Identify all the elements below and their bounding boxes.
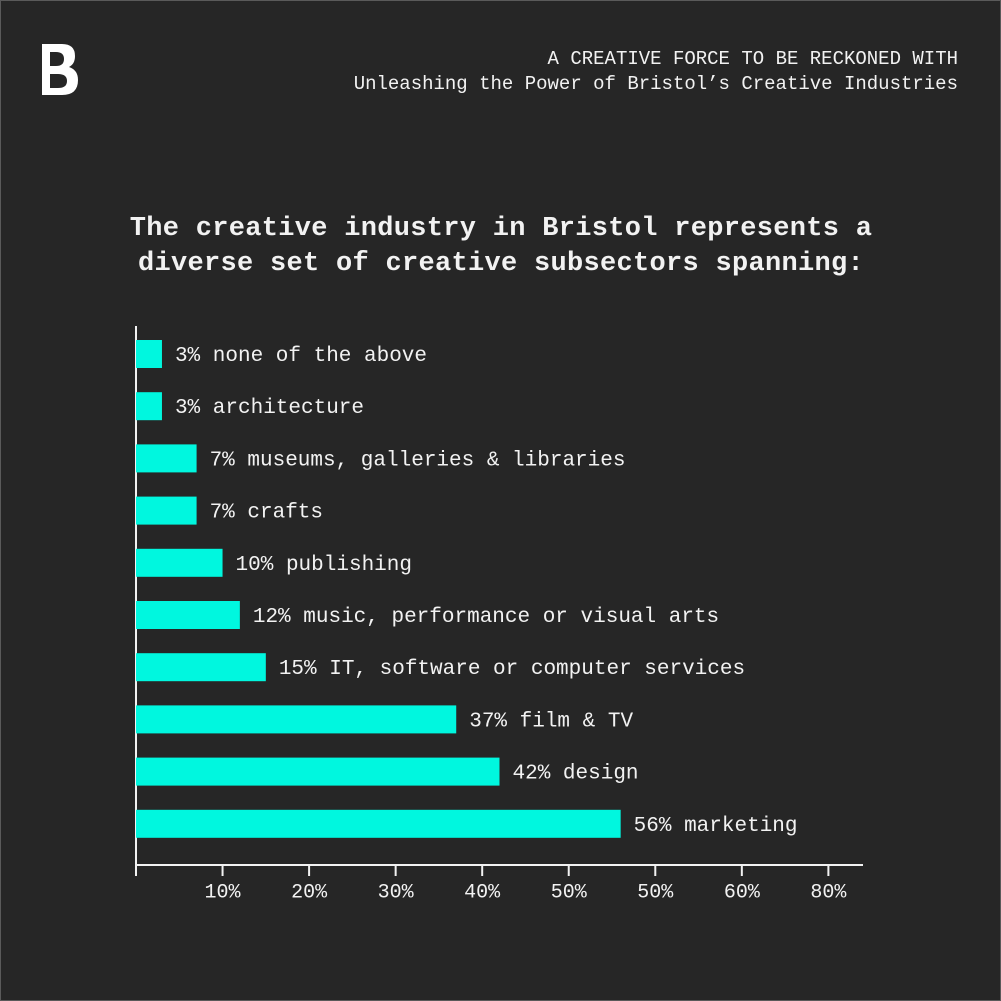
bar [136, 653, 266, 682]
value-label: 12% [253, 606, 291, 629]
bar [136, 496, 197, 525]
subtitle: Unleashing the Power of Bristol’s Creati… [353, 73, 958, 95]
value-label: 3% [175, 397, 201, 420]
category-label: architecture [213, 397, 364, 420]
bar [136, 705, 457, 734]
bar-label: 56% marketing [634, 814, 798, 837]
x-tick-label: 60% [724, 881, 761, 904]
bar-label: 10% publishing [236, 553, 412, 576]
x-tick-label: 30% [378, 881, 415, 904]
value-label: 56% [634, 814, 672, 837]
value-label: 42% [513, 762, 551, 785]
category-label: design [563, 762, 639, 785]
x-tick-label: 20% [291, 881, 328, 904]
value-label: 7% [210, 449, 236, 472]
x-tick-label: 40% [464, 881, 501, 904]
bar [136, 548, 223, 577]
bar-label: 37% film & TV [469, 710, 633, 733]
category-label: marketing [684, 814, 797, 837]
value-label: 10% [236, 553, 274, 576]
category-label: museums, galleries & libraries [247, 449, 625, 472]
category-label: none of the above [213, 345, 427, 368]
bar-label: 7% museums, galleries & libraries [210, 449, 626, 472]
x-tick-label: 10% [205, 881, 242, 904]
bar-label: 3% none of the above [175, 345, 427, 368]
x-tick-label: 50% [551, 881, 588, 904]
category-label: IT, software or computer services [329, 658, 745, 681]
bar-label: 7% crafts [210, 501, 323, 524]
value-label: 3% [175, 345, 201, 368]
bar-label: 42% design [513, 762, 639, 785]
bar [136, 757, 500, 786]
kicker: A CREATIVE FORCE TO BE RECKONED WITH [547, 48, 958, 70]
bar [136, 340, 162, 368]
bar [136, 809, 621, 838]
bar [136, 392, 162, 421]
category-label: music, performance or visual arts [303, 606, 719, 629]
value-label: 37% [469, 710, 507, 733]
bar-label: 12% music, performance or visual arts [253, 606, 719, 629]
x-tick-label: 50% [637, 881, 674, 904]
x-tick-label: 80% [810, 881, 847, 904]
bar [136, 601, 240, 629]
value-label: 15% [279, 658, 317, 681]
category-label: film & TV [520, 710, 634, 733]
logo [42, 44, 78, 95]
value-label: 7% [210, 501, 236, 524]
bar-label: 15% IT, software or computer services [279, 658, 745, 681]
bar-label: 3% architecture [175, 397, 364, 420]
category-label: crafts [247, 501, 323, 524]
bar [136, 444, 197, 473]
category-label: publishing [286, 553, 412, 576]
chart-title: The creative industry in Bristol represe… [129, 214, 873, 279]
